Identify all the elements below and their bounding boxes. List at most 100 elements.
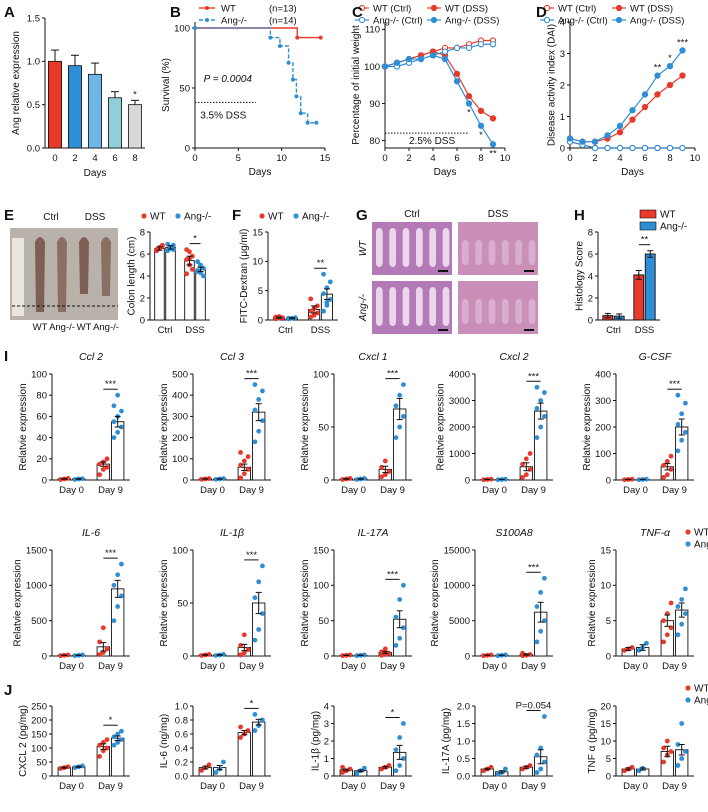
data-point xyxy=(527,451,533,456)
point xyxy=(679,47,686,54)
legend-label: Ang-/- (Ctrl) xyxy=(558,16,608,27)
data-point xyxy=(241,458,247,464)
point xyxy=(477,107,485,115)
y-tick-label: 2.0 xyxy=(457,701,470,712)
data-point xyxy=(397,763,403,768)
y-tick-label: 15 xyxy=(600,719,611,730)
data-point xyxy=(629,476,635,482)
data-point xyxy=(683,749,688,754)
x-tick-label: 6 xyxy=(454,153,459,164)
data-point xyxy=(321,271,326,277)
x-tick-label: Day 0 xyxy=(200,661,225,672)
point xyxy=(591,138,599,145)
y-tick-label: 250 xyxy=(31,701,47,712)
data-point xyxy=(523,472,529,478)
point xyxy=(441,55,449,63)
bar xyxy=(644,253,656,321)
tissue-detail xyxy=(389,228,396,267)
data-point xyxy=(104,646,110,652)
legend-marker xyxy=(205,18,209,22)
point xyxy=(393,59,401,66)
tissue-detail xyxy=(442,287,450,326)
data-point xyxy=(184,271,190,277)
x-tick-label: Day 9 xyxy=(662,781,687,792)
data-point xyxy=(661,639,666,645)
y-tick-label: 300 xyxy=(172,412,188,423)
tissue-detail xyxy=(528,240,536,265)
legend-marker xyxy=(615,16,623,24)
data-point xyxy=(397,392,403,398)
tissue-detail xyxy=(528,299,536,324)
point xyxy=(429,52,437,59)
data-point xyxy=(276,314,282,319)
data-point xyxy=(354,653,360,659)
data-point xyxy=(324,300,330,305)
data-point xyxy=(256,723,262,728)
data-point xyxy=(668,749,674,754)
panel-letter: G xyxy=(356,207,368,224)
data-point xyxy=(256,627,262,632)
data-point xyxy=(65,652,71,658)
row-label: Ang-/- xyxy=(358,293,369,322)
data-point xyxy=(308,296,314,302)
x-tick-label: DSS xyxy=(185,325,205,336)
data-point xyxy=(622,477,627,483)
data-point xyxy=(245,728,251,733)
legend-label: Ang-/- (DSS) xyxy=(445,16,499,27)
data-point xyxy=(321,308,326,314)
x-tick-label: 8 xyxy=(478,153,483,164)
x-tick-label: Day 0 xyxy=(482,781,507,792)
data-point xyxy=(629,764,635,770)
significance: ** xyxy=(317,258,325,269)
point xyxy=(579,138,586,145)
data-point xyxy=(675,421,681,427)
data-point xyxy=(661,759,666,765)
tissue-detail xyxy=(416,287,423,326)
y-tick-label: 1500 xyxy=(26,545,47,556)
dss-label: 2.5% DSS xyxy=(409,136,455,147)
y-tick-label: 100 xyxy=(364,62,380,73)
panel-letter: C xyxy=(352,4,363,21)
data-point xyxy=(520,474,525,480)
data-point xyxy=(393,403,399,409)
legend-marker xyxy=(685,697,691,703)
y-tick-label: 500 xyxy=(172,369,188,380)
step-line xyxy=(195,27,317,124)
data-point xyxy=(679,756,685,761)
data-point xyxy=(260,418,265,424)
point xyxy=(641,144,649,152)
data-point xyxy=(111,582,117,588)
data-point xyxy=(189,267,195,272)
data-point xyxy=(661,463,666,468)
data-point xyxy=(260,563,265,569)
x-tick-label: Day 9 xyxy=(98,781,123,792)
series-line xyxy=(569,75,683,143)
significance: *** xyxy=(669,379,680,390)
y-tick-label: 0.0 xyxy=(175,771,188,782)
tissue-detail xyxy=(376,287,383,326)
data-point xyxy=(495,653,501,659)
x-tick-label: 10 xyxy=(690,153,701,164)
photo-column-label: Ctrl xyxy=(43,212,59,223)
data-point xyxy=(401,756,406,761)
y-tick-label: 1.0 xyxy=(175,701,188,712)
legend-label: WT xyxy=(660,210,676,221)
data-point xyxy=(104,456,110,462)
lane-label: WT xyxy=(33,322,48,333)
step-point xyxy=(290,77,295,82)
y-tick-label: 1.5 xyxy=(27,13,40,24)
x-tick-label: Day 9 xyxy=(239,781,264,792)
data-point xyxy=(221,759,226,765)
data-point xyxy=(629,645,635,650)
x-tick-label: Day 0 xyxy=(200,485,225,496)
data-point xyxy=(201,273,206,279)
data-point xyxy=(213,770,219,775)
point xyxy=(679,72,686,79)
tissue-detail xyxy=(515,240,522,265)
x-tick-label: 6 xyxy=(642,153,647,164)
x-tick-label: Day 9 xyxy=(98,661,123,672)
x-tick-label: Day 0 xyxy=(623,661,648,672)
data-point xyxy=(379,652,384,658)
data-point xyxy=(636,477,642,483)
data-point xyxy=(115,429,121,435)
